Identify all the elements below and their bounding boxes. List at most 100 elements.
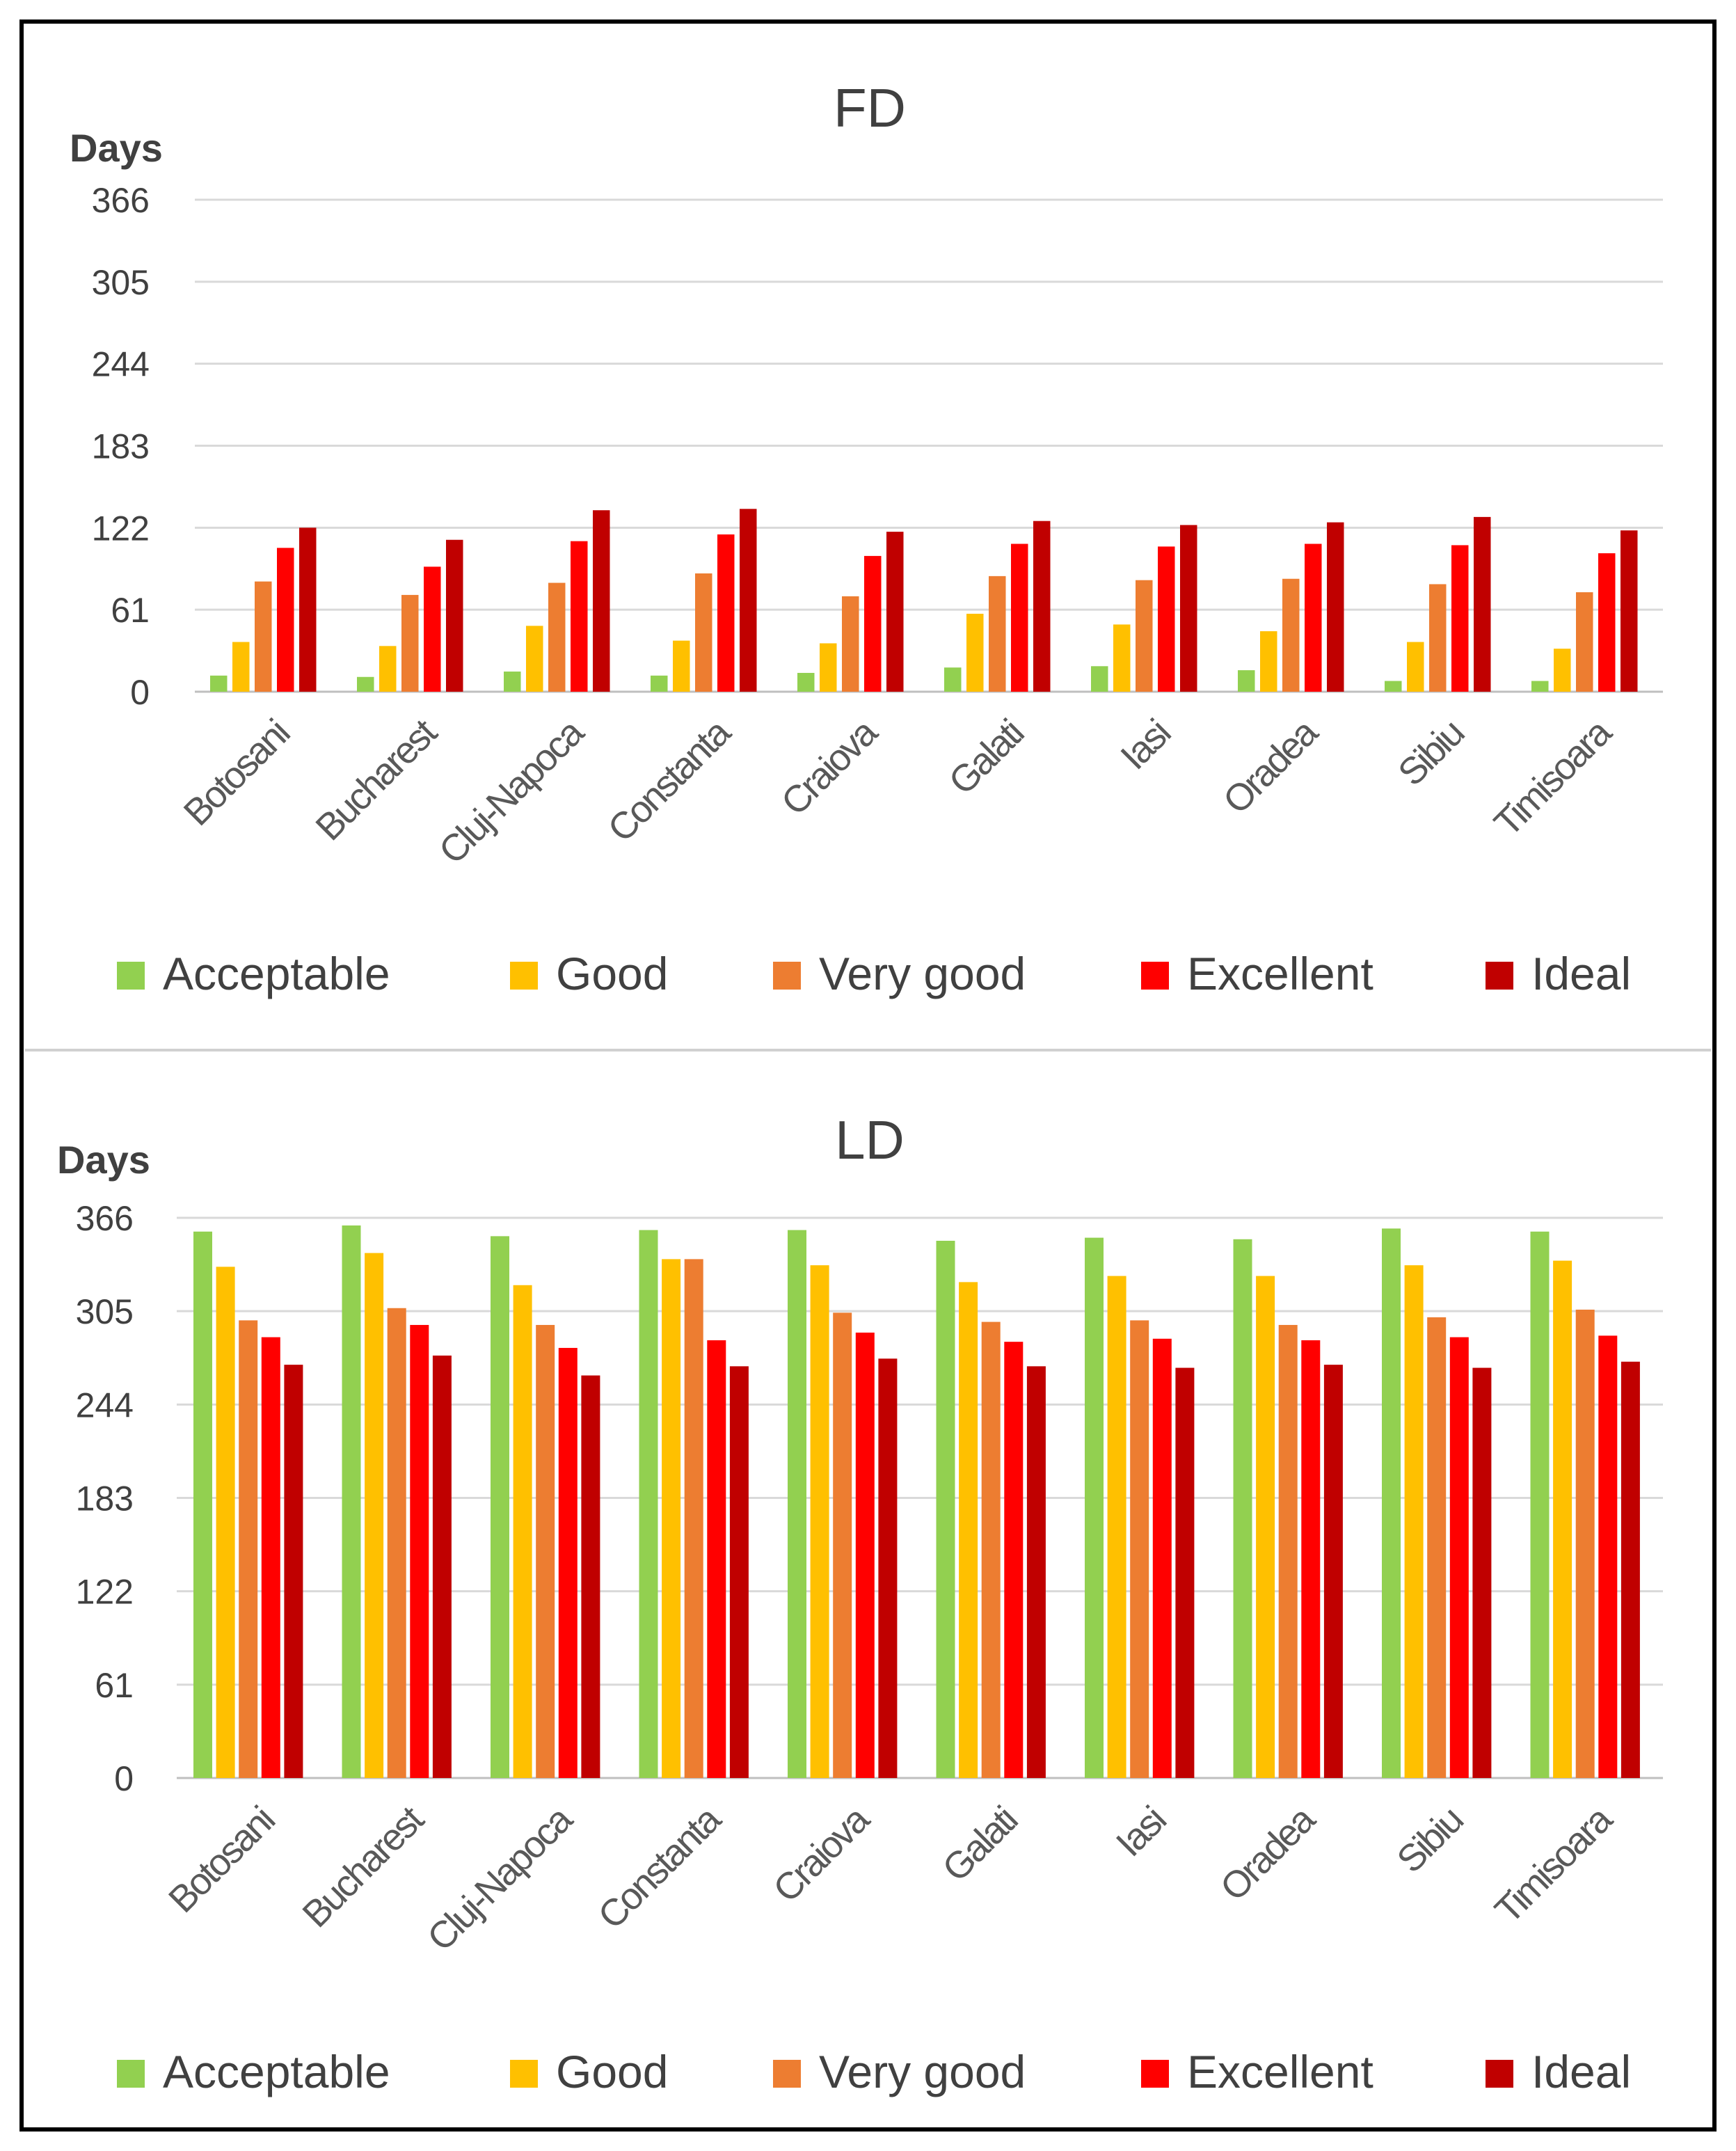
legend-label: Very good bbox=[819, 2046, 1026, 2097]
bar bbox=[1474, 516, 1491, 692]
bar bbox=[504, 672, 521, 692]
bar bbox=[695, 573, 712, 692]
x-tick-label: Oradea bbox=[1216, 711, 1327, 822]
bar bbox=[886, 532, 904, 692]
legend-label: Very good bbox=[819, 948, 1026, 999]
x-tick-label: Galati bbox=[941, 713, 1030, 802]
bar bbox=[216, 1267, 235, 1778]
y-tick-label: 366 bbox=[76, 1199, 134, 1238]
bar bbox=[1180, 525, 1197, 692]
bar bbox=[255, 581, 272, 692]
y-tick-label: 183 bbox=[92, 427, 150, 466]
bar bbox=[1598, 1335, 1618, 1778]
chart-title: FD bbox=[834, 77, 906, 138]
bar bbox=[1175, 1367, 1195, 1778]
bar bbox=[446, 539, 463, 692]
bar bbox=[1011, 543, 1028, 692]
bar bbox=[193, 1231, 212, 1778]
bar bbox=[1553, 1260, 1572, 1778]
y-axis-label: Days bbox=[70, 126, 163, 170]
bar bbox=[1451, 545, 1469, 692]
bar bbox=[1130, 1320, 1149, 1778]
legend-swatch bbox=[1141, 962, 1169, 990]
y-tick-label: 305 bbox=[92, 263, 150, 302]
bar bbox=[548, 582, 566, 692]
figure-frame bbox=[19, 19, 1717, 2132]
bar bbox=[662, 1259, 681, 1778]
bar bbox=[1404, 1265, 1424, 1778]
bar bbox=[1620, 530, 1638, 692]
bar bbox=[878, 1358, 898, 1778]
bar bbox=[651, 675, 668, 692]
bar bbox=[387, 1308, 406, 1778]
x-tick-label: Craiova bbox=[765, 1797, 878, 1910]
legend-swatch bbox=[773, 962, 801, 990]
bar bbox=[432, 1355, 452, 1778]
x-tick-label: Constanta bbox=[600, 711, 739, 850]
bar bbox=[966, 613, 984, 692]
bar bbox=[1429, 584, 1447, 692]
bar bbox=[1620, 1361, 1640, 1778]
bar bbox=[410, 1324, 429, 1778]
bar bbox=[936, 1240, 955, 1778]
bar bbox=[1530, 1231, 1550, 1778]
bar bbox=[1238, 670, 1255, 692]
x-tick-label: Timisoara bbox=[1487, 1797, 1620, 1931]
x-tick-label: Iasi bbox=[1113, 713, 1177, 777]
bar bbox=[513, 1285, 532, 1778]
x-tick-label: Cluj-Napoca bbox=[420, 1797, 581, 1959]
bar bbox=[639, 1230, 658, 1778]
bar bbox=[526, 626, 543, 692]
bar bbox=[1323, 1365, 1343, 1778]
bar bbox=[1531, 681, 1549, 692]
legend-label: Ideal bbox=[1531, 2046, 1631, 2097]
bar bbox=[1282, 578, 1300, 692]
bar bbox=[1085, 1237, 1104, 1778]
bar bbox=[729, 1366, 749, 1778]
bar bbox=[1091, 666, 1108, 692]
y-tick-label: 305 bbox=[76, 1292, 134, 1331]
bar bbox=[1107, 1276, 1126, 1778]
y-tick-label: 244 bbox=[76, 1386, 134, 1424]
bar bbox=[1004, 1342, 1024, 1778]
bar bbox=[357, 676, 374, 692]
x-tick-label: Botosani bbox=[161, 1800, 282, 1921]
bar bbox=[1472, 1367, 1492, 1778]
bar bbox=[1260, 631, 1277, 692]
bar bbox=[277, 548, 294, 692]
bar bbox=[232, 642, 250, 692]
legend-swatch bbox=[510, 962, 538, 990]
x-tick-label: Bucharest bbox=[294, 1798, 431, 1935]
x-tick-label: Oradea bbox=[1213, 1797, 1324, 1909]
bar bbox=[684, 1259, 703, 1778]
legend-label: Acceptable bbox=[163, 948, 390, 999]
bar bbox=[536, 1324, 555, 1778]
legend-label: Acceptable bbox=[163, 2046, 390, 2097]
bar bbox=[810, 1265, 829, 1778]
bar bbox=[717, 534, 735, 692]
bar bbox=[673, 640, 690, 692]
y-tick-label: 0 bbox=[114, 1759, 134, 1798]
bar bbox=[210, 675, 228, 692]
y-tick-label: 366 bbox=[92, 181, 150, 220]
bar bbox=[989, 576, 1006, 692]
bar bbox=[239, 1320, 258, 1778]
bar bbox=[1033, 521, 1051, 692]
legend-swatch bbox=[117, 2060, 145, 2088]
bar bbox=[833, 1312, 852, 1778]
x-tick-label: Cluj-Napoca bbox=[431, 711, 593, 872]
legend-swatch bbox=[117, 962, 145, 990]
bar bbox=[1256, 1276, 1275, 1778]
legend-swatch bbox=[773, 2060, 801, 2088]
bar bbox=[1427, 1317, 1447, 1778]
bar bbox=[571, 541, 588, 692]
bar bbox=[1026, 1366, 1046, 1778]
x-tick-label: Botosani bbox=[176, 713, 297, 834]
legend-swatch bbox=[510, 2060, 538, 2088]
bar bbox=[788, 1230, 806, 1778]
legend-label: Ideal bbox=[1531, 948, 1631, 999]
bar bbox=[855, 1332, 875, 1778]
bar bbox=[365, 1253, 384, 1778]
bar bbox=[1113, 624, 1131, 692]
